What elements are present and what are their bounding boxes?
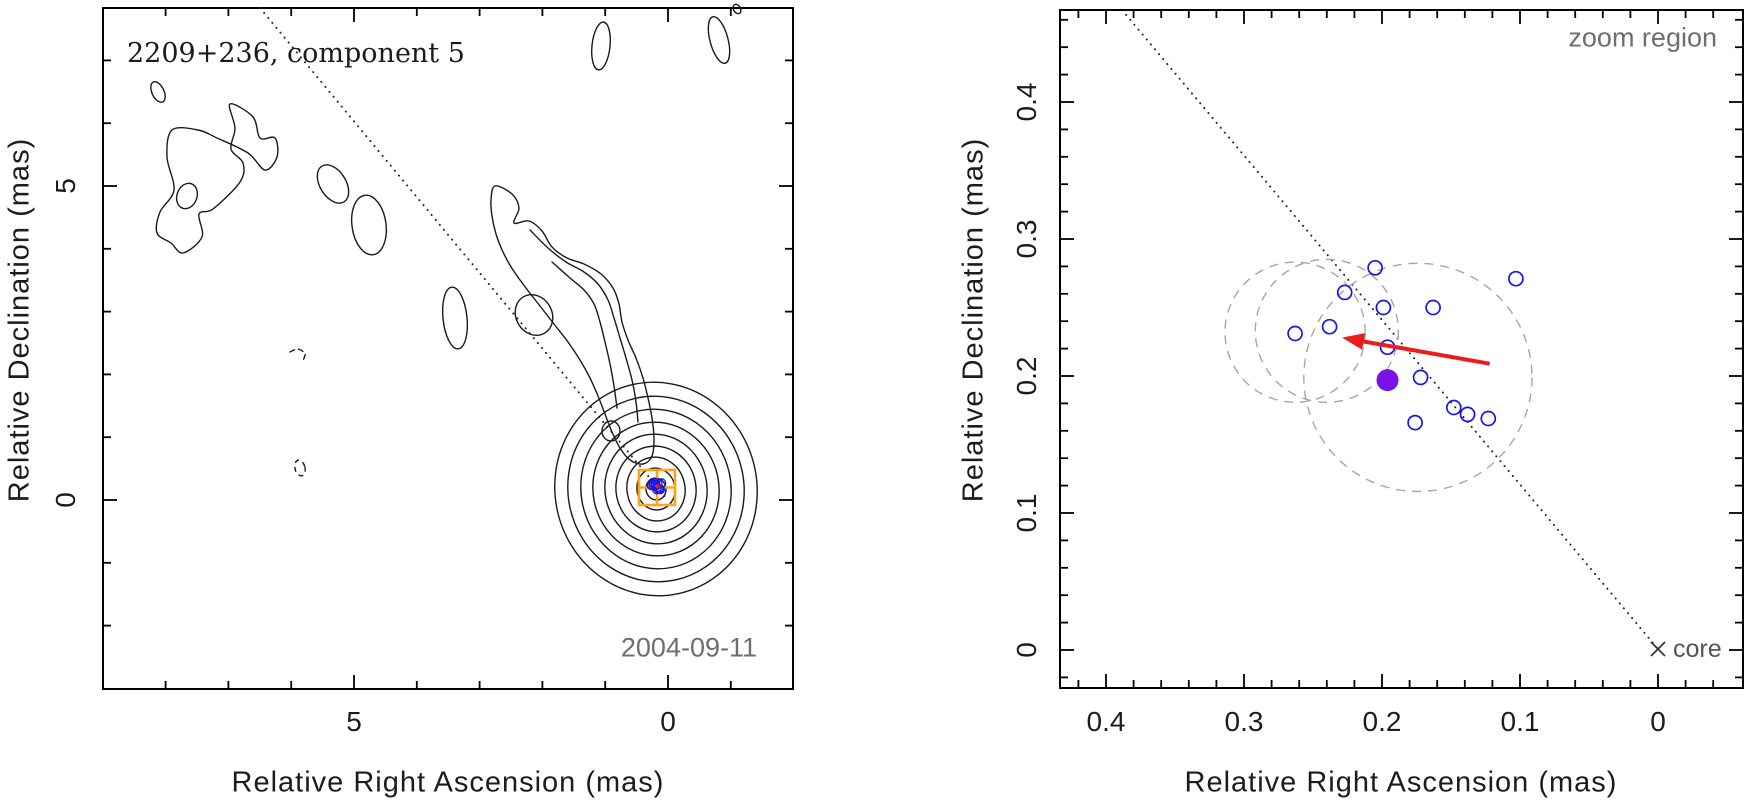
contour-line xyxy=(604,433,708,545)
zoom-x-tick-label: 0.2 xyxy=(1362,706,1402,737)
core-label: core xyxy=(1673,635,1722,663)
zoom-x-tick-label: 0 xyxy=(1650,706,1666,737)
epoch-position-point xyxy=(1480,410,1497,427)
map-jet-direction-dotted-line xyxy=(259,7,669,501)
contour-line xyxy=(316,164,350,204)
uncertainty-dashed-circle xyxy=(1303,262,1533,493)
zoom-y-tick-label: 0.4 xyxy=(1011,82,1042,122)
epoch-position-point xyxy=(1407,414,1423,431)
map-title: 2209+236, component 5 xyxy=(127,38,465,69)
contour-line xyxy=(554,381,758,597)
zoom-y-tick-label: 0.1 xyxy=(1011,493,1042,533)
contour-line xyxy=(289,348,306,363)
epoch-position-point xyxy=(1459,406,1476,423)
contour-line xyxy=(350,194,388,256)
zoom-x-tick-label: 0.1 xyxy=(1500,706,1540,737)
map-date-label: 2004-09-11 xyxy=(620,632,757,663)
map-xaxis-title: Relative Right Ascension (mas) xyxy=(231,766,665,799)
epoch-position-point xyxy=(1367,259,1383,276)
contour-line xyxy=(150,81,166,103)
zoom-x-tick-label: 0.3 xyxy=(1224,706,1264,737)
proper-motion-arrow-head xyxy=(1342,333,1366,350)
epoch-position-point xyxy=(1412,369,1429,386)
map-x-tick-label: 5 xyxy=(346,706,362,737)
zoom-y-tick-label: 0.3 xyxy=(1011,219,1042,259)
contour-line xyxy=(529,229,639,423)
zoom-yaxis-title: Relative Declination (mas) xyxy=(957,137,990,503)
proper-motion-arrow-shaft xyxy=(1361,339,1490,366)
epoch-position-point xyxy=(1425,299,1441,316)
epoch-position-point xyxy=(1508,270,1524,287)
core-x-marker xyxy=(1650,641,1666,657)
map-y-tick-label: 5 xyxy=(50,178,81,194)
zoom-jet-direction-dotted-line xyxy=(1121,9,1659,650)
uncertainty-dashed-circle xyxy=(1224,261,1366,404)
contour-line xyxy=(294,459,306,477)
contour-line xyxy=(551,261,618,409)
epoch-position-point xyxy=(1445,399,1462,416)
contour-line xyxy=(592,421,720,557)
contour-line xyxy=(441,286,469,350)
map-x-tick-label: 0 xyxy=(660,706,676,737)
contour-line xyxy=(707,16,731,64)
epoch-position-point xyxy=(1287,325,1303,342)
contour-line xyxy=(514,294,554,336)
epoch-position-point xyxy=(1321,318,1338,335)
contour-line xyxy=(615,445,697,533)
zoom-y-tick-label: 0 xyxy=(1011,642,1042,658)
map-proper-motion-arrow-head xyxy=(653,484,659,490)
epoch-position-point xyxy=(1375,299,1392,316)
zoom-y-tick-label: 0.2 xyxy=(1011,356,1042,396)
contour-line xyxy=(155,103,279,254)
map-epoch-position-point xyxy=(655,484,666,495)
map-y-tick-label: 0 xyxy=(50,492,81,508)
mean-position-dot xyxy=(1376,369,1399,392)
uncertainty-dashed-circle xyxy=(1254,258,1400,403)
contour-line xyxy=(626,456,686,522)
zoom-region-label: zoom region xyxy=(1568,22,1717,53)
map-panel-border xyxy=(102,7,794,690)
contour-line xyxy=(175,182,199,210)
zoom-xaxis-title: Relative Right Ascension (mas) xyxy=(1184,766,1618,799)
contour-line xyxy=(732,3,742,15)
contour-line xyxy=(591,21,611,71)
epoch-position-point xyxy=(1336,284,1353,301)
map-yaxis-title: Relative Declination (mas) xyxy=(3,137,36,503)
contour-line xyxy=(580,408,732,570)
contour-line xyxy=(567,395,745,583)
contour-line xyxy=(490,185,655,465)
zoom-x-tick-label: 0.4 xyxy=(1086,706,1126,737)
